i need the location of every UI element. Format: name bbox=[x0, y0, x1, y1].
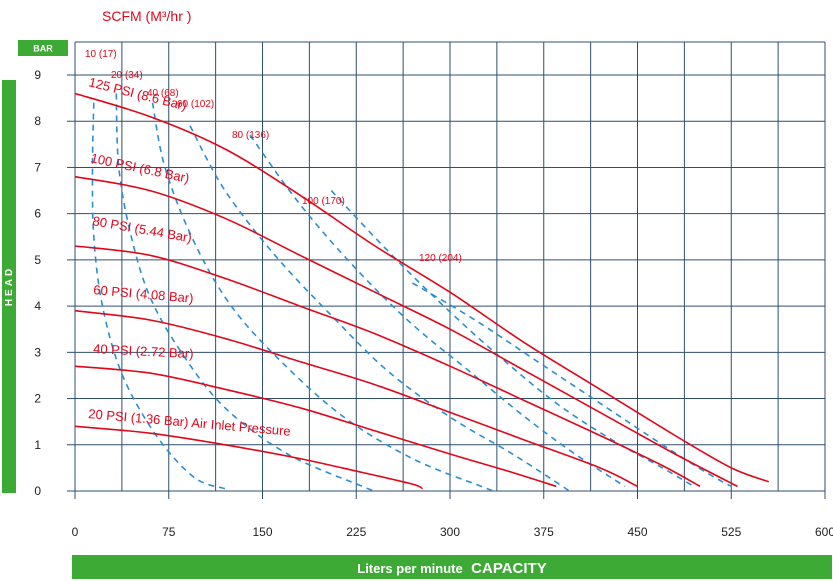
x-tick-label: 300 bbox=[440, 525, 460, 539]
y-tick-label: 2 bbox=[34, 392, 41, 406]
air-pressure-curve bbox=[74, 245, 701, 488]
y-tick-labels: 0 1 2 3 4 5 6 7 8 9 bbox=[34, 68, 75, 498]
bar-badge-label: BAR bbox=[33, 44, 53, 54]
air-curve-label: 60 (102) bbox=[177, 99, 214, 110]
air-pressure-curve bbox=[74, 92, 770, 483]
x-tick-label: 75 bbox=[162, 525, 176, 539]
y-tick-label: 1 bbox=[34, 438, 41, 452]
x-tick-label: 450 bbox=[627, 525, 647, 539]
pressure-curve-label: 60 PSI (4.08 Bar) bbox=[93, 282, 194, 306]
air-curve-label: 20 (34) bbox=[111, 70, 143, 81]
air-consumption-curves bbox=[91, 93, 732, 492]
air-consumption-curve bbox=[115, 93, 376, 492]
y-tick-label: 8 bbox=[34, 114, 41, 128]
air-consumption-curve bbox=[330, 190, 695, 488]
air-curve-label: 80 (136) bbox=[232, 130, 269, 141]
y-tick-label: 6 bbox=[34, 207, 41, 221]
air-curve-label: 10 (17) bbox=[85, 49, 117, 60]
air-curve-label: 40 (68) bbox=[147, 88, 179, 99]
bar-badge-bg bbox=[18, 40, 68, 56]
x-tick-label: 150 bbox=[252, 525, 272, 539]
air-pressure-curve bbox=[74, 175, 738, 488]
x-axis-title-prefix: Liters per minute bbox=[357, 561, 462, 576]
x-tick-label: 225 bbox=[346, 525, 366, 539]
air-consumption-curve bbox=[151, 102, 495, 492]
y-tick-label: 4 bbox=[34, 299, 41, 313]
pressure-curve-label: 80 PSI (5.44 Bar) bbox=[91, 213, 193, 245]
pressure-curve-label: 100 PSI (6.8 Bar) bbox=[89, 150, 190, 186]
air-consumption-curve bbox=[412, 282, 732, 488]
curve-labels: 125 PSI (8.6 Bar)100 PSI (6.8 Bar)80 PSI… bbox=[85, 49, 462, 439]
air-curve-label: 120 (204) bbox=[419, 253, 462, 264]
air-pressure-curves bbox=[74, 92, 770, 490]
pressure-curve-label: 40 PSI (2.72 Bar) bbox=[93, 341, 194, 361]
y-tick-label: 5 bbox=[34, 253, 41, 267]
head-axis-bar bbox=[2, 80, 16, 493]
capacity-axis-bar bbox=[72, 555, 832, 579]
y-tick-label: 0 bbox=[34, 484, 41, 498]
pressure-curve-label: 20 PSI (1.36 Bar) Air Inlet Pressure bbox=[88, 406, 292, 439]
x-tick-labels: 0 75 150 225 300 375 450 525 600 bbox=[72, 491, 833, 539]
x-tick-label: 525 bbox=[721, 525, 741, 539]
air-curve-label: 100 (170) bbox=[302, 196, 345, 207]
y-tick-label: 3 bbox=[34, 345, 41, 359]
air-consumption-curve bbox=[189, 125, 570, 492]
scfm-title: SCFM (M³/hr ) bbox=[102, 8, 191, 24]
x-tick-label: 375 bbox=[534, 525, 554, 539]
x-tick-label: 0 bbox=[72, 525, 79, 539]
air-pressure-curve bbox=[74, 309, 638, 488]
x-axis-title: Liters per minute CAPACITY bbox=[357, 560, 546, 577]
air-pressure-curve bbox=[74, 425, 423, 490]
y-axis-title: HEAD bbox=[4, 266, 15, 306]
air-consumption-curve bbox=[249, 134, 626, 488]
x-tick-label: 600 bbox=[815, 525, 833, 539]
air-pressure-curve bbox=[74, 365, 557, 488]
air-consumption-curve bbox=[91, 102, 226, 490]
y-tick-label: 7 bbox=[34, 160, 41, 174]
y-tick-label: 9 bbox=[34, 68, 41, 82]
x-axis-title-main: CAPACITY bbox=[471, 560, 547, 577]
